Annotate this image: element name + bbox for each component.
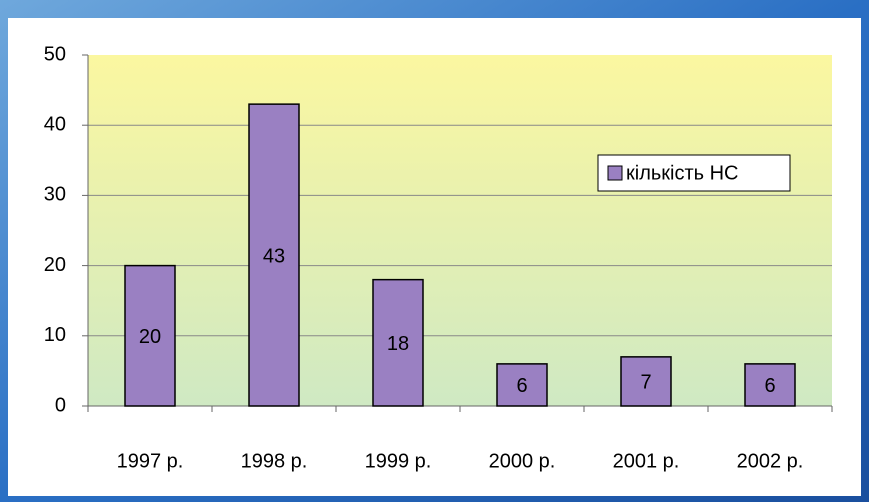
x-tick-label: 2002 р. [737,450,804,472]
legend-box [597,154,791,192]
data-label: 18 [387,333,409,355]
bar [744,363,796,407]
y-tick-label: 50 [44,43,66,65]
data-label: 6 [516,375,527,397]
data-label: 7 [640,372,651,394]
x-tick-label: 2000 р. [489,450,556,472]
y-tick-label: 30 [44,184,66,206]
data-label: 20 [139,326,161,348]
x-tick-label: 1997 р. [117,450,184,472]
bar [248,103,300,407]
bar [620,356,672,407]
y-tick-label: 40 [44,113,66,135]
x-tick-label: 1998 р. [241,450,308,472]
bar [496,363,548,407]
legend-label: кількість НС [626,162,739,184]
y-tick-label: 10 [44,324,66,346]
x-tick-label: 2001 р. [613,450,680,472]
bar [372,278,424,407]
y-tick-label: 0 [55,394,66,416]
data-label: 43 [263,245,285,267]
data-label: 6 [764,375,775,397]
y-tick-label: 20 [44,254,66,276]
bar [124,264,176,407]
x-tick-label: 1999 р. [365,450,432,472]
plot-area [88,55,832,406]
legend-swatch [607,165,623,181]
